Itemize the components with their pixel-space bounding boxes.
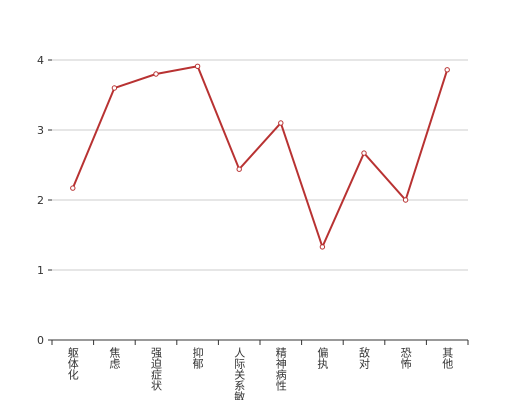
y-tick-label: 2	[37, 194, 44, 207]
point	[236, 166, 242, 172]
x-tick-label: 精神病性	[274, 347, 287, 392]
y-tick-label: 4	[37, 54, 44, 67]
x-tick-label: 人际关系敏感	[233, 347, 246, 400]
point	[361, 150, 367, 156]
y-tick-label: 3	[37, 124, 44, 137]
x-tick-label: 焦虑	[108, 347, 121, 369]
point	[153, 71, 159, 77]
point	[111, 85, 118, 91]
x-tick-label: 恐怖	[399, 347, 412, 369]
point	[70, 185, 76, 191]
point	[194, 63, 201, 70]
x-tick-label: 强迫症状	[150, 347, 163, 391]
line	[71, 65, 449, 250]
point	[444, 67, 450, 73]
x-tick-label: 抑郁	[191, 346, 204, 369]
point	[319, 244, 326, 250]
x-tick-label: 偏执	[316, 346, 329, 370]
y-tick-label: 0	[37, 334, 44, 347]
point	[278, 120, 284, 126]
x-tick-label: 敌对	[358, 346, 371, 369]
y-tick-label: 1	[37, 264, 44, 277]
x-tick-label: 其他	[441, 347, 454, 369]
point	[402, 197, 409, 203]
x-tick-label: 躯体化	[66, 347, 79, 381]
